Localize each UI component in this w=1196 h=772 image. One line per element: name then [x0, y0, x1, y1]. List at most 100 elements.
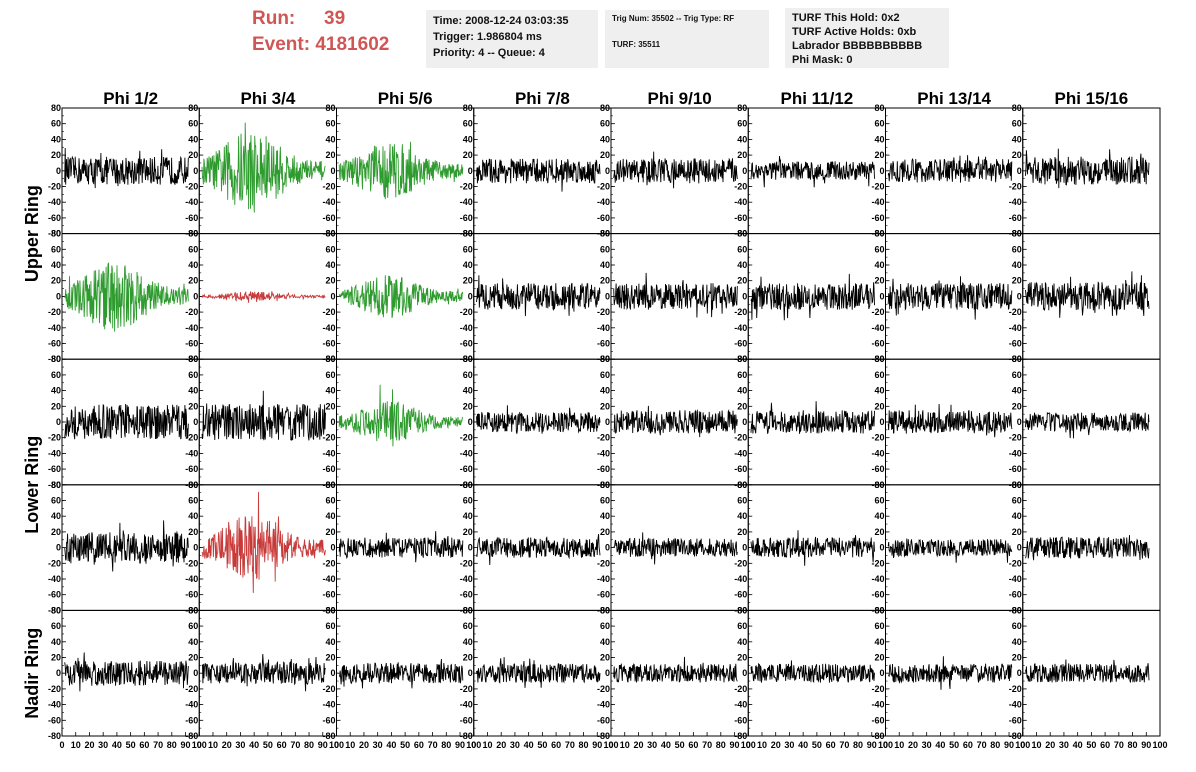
y-tick-label: -80 [1009, 731, 1022, 741]
y-tick-label: 20 [600, 276, 610, 286]
y-tick-label: 60 [325, 370, 335, 380]
x-tick-label: 90 [1141, 740, 1151, 750]
y-tick-label: 0 [1017, 543, 1022, 553]
y-tick-label: 40 [463, 637, 473, 647]
waveform-trace [887, 538, 1013, 563]
y-tick-label: -20 [734, 307, 747, 317]
y-tick-label: -20 [48, 558, 61, 568]
y-tick-label: 40 [325, 386, 335, 396]
y-tick-label: 80 [600, 229, 610, 239]
y-tick-label: -20 [48, 182, 61, 192]
x-tick-label: 0 [334, 740, 339, 750]
y-tick-label: -60 [48, 590, 61, 600]
y-tick-label: -80 [48, 605, 61, 615]
y-tick-label: -40 [871, 574, 884, 584]
y-tick-label: 40 [463, 511, 473, 521]
time-info-panel: Time: 2008-12-24 03:03:35 Trigger: 1.986… [426, 10, 598, 68]
y-tick-label: -20 [48, 433, 61, 443]
y-tick-label: -20 [734, 684, 747, 694]
y-tick-label: 20 [188, 276, 198, 286]
y-tick-label: -80 [734, 731, 747, 741]
y-tick-label: -60 [322, 213, 335, 223]
y-tick-label: -40 [48, 323, 61, 333]
y-tick-label: 20 [874, 527, 884, 537]
waveform-trace [338, 275, 464, 318]
y-tick-label: 20 [600, 401, 610, 411]
y-tick-label: 60 [874, 621, 884, 631]
waveform-trace [201, 122, 326, 213]
y-tick-label: -80 [48, 480, 61, 490]
y-tick-label: 20 [188, 527, 198, 537]
x-tick-label: 10 [482, 740, 492, 750]
y-tick-label: -80 [460, 731, 473, 741]
y-tick-label: 0 [1017, 417, 1022, 427]
y-tick-label: -40 [48, 700, 61, 710]
y-tick-label: 80 [463, 103, 473, 113]
y-tick-label: 80 [51, 605, 61, 615]
y-tick-label: 20 [51, 653, 61, 663]
y-tick-label: 60 [737, 244, 747, 254]
y-tick-label: -80 [322, 731, 335, 741]
y-tick-label: -60 [597, 464, 610, 474]
x-tick-label: 0 [59, 740, 64, 750]
y-tick-label: 40 [188, 134, 198, 144]
x-tick-label: 0 [471, 740, 476, 750]
y-tick-label: -80 [185, 731, 198, 741]
turf-active-text: TURF Active Holds: 0xb [792, 26, 917, 38]
y-tick-label: 80 [737, 480, 747, 490]
y-tick-label: 0 [879, 166, 884, 176]
y-tick-label: 80 [51, 480, 61, 490]
y-tick-label: -60 [185, 213, 198, 223]
y-tick-label: 80 [188, 229, 198, 239]
waveform-trace [64, 520, 189, 572]
y-tick-label: 60 [51, 119, 61, 129]
x-tick-label: 20 [359, 740, 369, 750]
y-tick-label: 0 [879, 543, 884, 553]
y-tick-label: 40 [737, 386, 747, 396]
y-tick-label: 80 [874, 354, 884, 364]
y-tick-label: -40 [1009, 700, 1022, 710]
y-tick-label: 80 [325, 354, 335, 364]
column-header: Phi 13/14 [917, 89, 991, 108]
waveform-trace [887, 276, 1013, 320]
y-tick-label: 60 [600, 119, 610, 129]
y-tick-label: -40 [185, 323, 198, 333]
y-tick-label: 20 [51, 150, 61, 160]
y-tick-label: 0 [879, 417, 884, 427]
y-tick-label: 60 [600, 244, 610, 254]
y-tick-label: 60 [874, 244, 884, 254]
y-tick-label: 20 [463, 401, 473, 411]
y-tick-label: 80 [325, 480, 335, 490]
y-tick-label: 40 [1012, 637, 1022, 647]
x-tick-label: 70 [153, 740, 163, 750]
y-tick-label: 40 [51, 134, 61, 144]
y-tick-label: -60 [597, 590, 610, 600]
y-tick-label: -40 [871, 700, 884, 710]
y-tick-label: -20 [460, 684, 473, 694]
y-tick-label: -20 [597, 684, 610, 694]
y-tick-label: 0 [56, 291, 61, 301]
y-tick-label: -80 [48, 354, 61, 364]
turf-info-panel: TURF This Hold: 0x2 TURF Active Holds: 0… [785, 8, 949, 68]
y-tick-label: 20 [737, 527, 747, 537]
x-tick-label: 70 [290, 740, 300, 750]
x-tick-label: 100 [603, 740, 618, 750]
y-tick-label: 80 [600, 103, 610, 113]
y-tick-label: -40 [597, 448, 610, 458]
y-tick-label: -40 [48, 448, 61, 458]
phi-mask-text: Phi Mask: 0 [792, 54, 853, 66]
y-tick-label: 80 [188, 103, 198, 113]
y-tick-label: -60 [48, 715, 61, 725]
y-tick-label: 60 [463, 119, 473, 129]
x-tick-label: 70 [977, 740, 987, 750]
y-tick-label: -20 [871, 684, 884, 694]
y-tick-label: 80 [463, 354, 473, 364]
waveform-trace [613, 405, 738, 438]
y-tick-label: 60 [1012, 244, 1022, 254]
y-tick-label: 0 [193, 668, 198, 678]
y-tick-label: 0 [605, 291, 610, 301]
y-tick-label: -20 [734, 182, 747, 192]
y-tick-label: 0 [468, 668, 473, 678]
y-tick-label: -20 [1009, 307, 1022, 317]
